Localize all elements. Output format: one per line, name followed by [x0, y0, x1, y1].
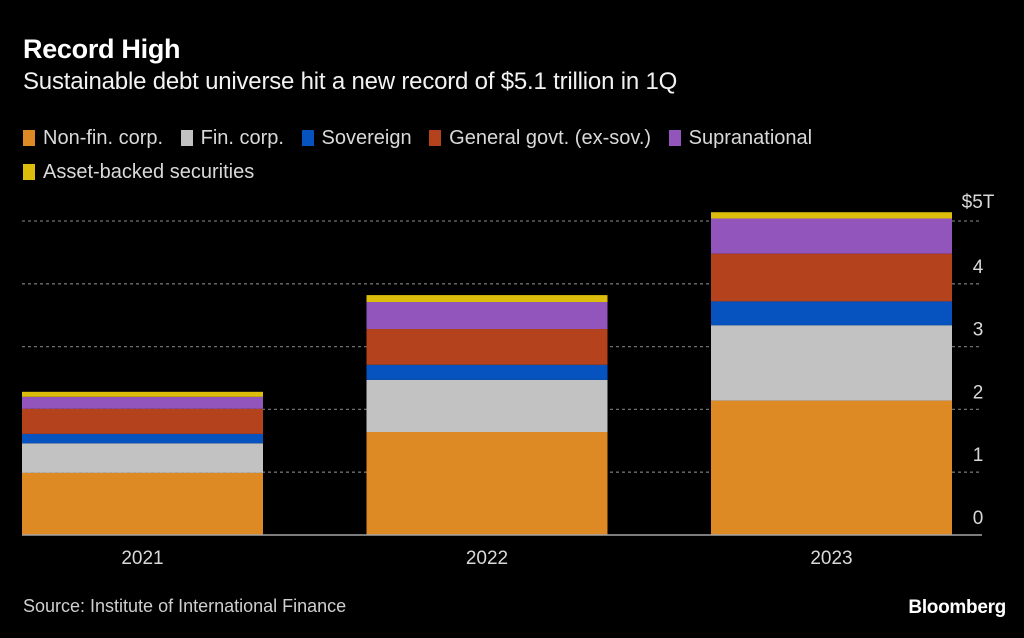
- bar-segment-asset-backed-securities-2022: [366, 295, 608, 303]
- legend-item-supranational: Supranational: [668, 122, 813, 154]
- x-tick-label: 2023: [810, 548, 852, 569]
- legend-swatch: [668, 130, 681, 146]
- legend: Non-fin. corp. Fin. corp. Sovereign Gene…: [23, 122, 983, 190]
- legend-item-fin-corp: Fin. corp.: [180, 122, 284, 154]
- legend-label: General govt. (ex-sov.): [449, 127, 652, 149]
- bar-segment-supranational-2021: [22, 396, 263, 409]
- bar-segment-supranational-2022: [366, 302, 608, 330]
- legend-label: Fin. corp.: [200, 127, 284, 149]
- bar-segment-non-fin-corp-2023: [711, 400, 952, 535]
- y-tick-label: 3: [973, 320, 984, 341]
- legend-label: Asset-backed securities: [43, 161, 255, 183]
- legend-swatch: [23, 164, 35, 180]
- bar-segment-general-govt-ex-sov-2022: [366, 329, 608, 365]
- bar-segment-fin-corp-2023: [711, 325, 952, 401]
- legend-label: Non-fin. corp.: [43, 127, 164, 149]
- bar-segment-non-fin-corp-2021: [22, 472, 263, 535]
- legend-item-sovereign: Sovereign: [301, 122, 412, 154]
- legend-label: Supranational: [688, 127, 813, 149]
- legend-swatch: [429, 130, 442, 146]
- bar-segment-asset-backed-securities-2021: [22, 391, 263, 397]
- bar-segment-asset-backed-securities-2023: [711, 212, 952, 219]
- legend-item-general-govt: General govt. (ex-sov.): [429, 122, 651, 154]
- y-tick-label: 4: [973, 257, 984, 278]
- legend-item-asset-backed: Asset-backed securities: [23, 156, 254, 188]
- chart-subtitle: Sustainable debt universe hit a new reco…: [23, 68, 678, 95]
- bar-segment-non-fin-corp-2022: [366, 432, 608, 535]
- x-tick-label: 2021: [121, 548, 163, 569]
- legend-swatch: [301, 130, 314, 146]
- bar-segment-supranational-2023: [711, 218, 952, 254]
- bar-segment-sovereign-2021: [22, 433, 263, 444]
- legend-item-non-fin-corp: Non-fin. corp.: [23, 122, 163, 154]
- chart-title: Record High: [23, 34, 181, 64]
- y-tick-label: 0: [973, 508, 984, 529]
- y-tick-label: 1: [973, 445, 984, 466]
- bar-segment-fin-corp-2022: [366, 379, 608, 433]
- source-note: Source: Institute of International Finan…: [23, 596, 347, 616]
- y-tick-label: $5T: [962, 192, 995, 213]
- bar-segment-sovereign-2022: [366, 364, 608, 380]
- bar-segment-fin-corp-2021: [22, 443, 263, 473]
- x-tick-label: 2022: [466, 548, 508, 569]
- bar-segment-general-govt-ex-sov-2023: [711, 253, 952, 302]
- bar-segment-general-govt-ex-sov-2021: [22, 408, 263, 434]
- legend-swatch: [180, 130, 193, 146]
- bars: [22, 212, 952, 535]
- axes: 0 1 2 3 4 $5T 2021 2022 2023: [22, 192, 995, 569]
- bloomberg-logo: Bloomberg: [908, 597, 1006, 618]
- legend-label: Sovereign: [321, 127, 412, 149]
- bar-segment-sovereign-2023: [711, 301, 952, 326]
- y-tick-label: 2: [973, 382, 984, 403]
- legend-swatch: [23, 130, 35, 146]
